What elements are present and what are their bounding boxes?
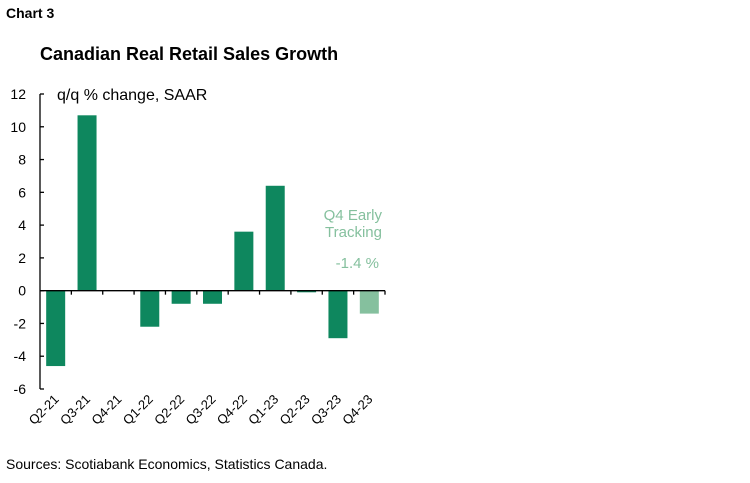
x-tick-label: Q3-23: [308, 392, 344, 428]
y-tick-label: -6: [14, 381, 27, 397]
y-tick-label: 4: [18, 217, 26, 233]
y-tick-label: 12: [10, 86, 26, 102]
x-tick-label: Q2-21: [26, 392, 62, 428]
bar-Q3-23: [328, 290, 348, 339]
x-tick-label: Q4-21: [88, 392, 124, 428]
x-tick-label: Q3-22: [182, 392, 218, 428]
bar-Q1-22: [140, 290, 160, 327]
y-tick-label: 8: [18, 152, 26, 168]
x-tick-label: Q2-22: [151, 392, 187, 428]
x-tick-label: Q4-23: [339, 392, 375, 428]
y-axis-label: q/q % change, SAAR: [57, 87, 207, 104]
bar-Q2-21: [46, 290, 66, 367]
y-tick-label: 2: [18, 250, 26, 266]
y-tick-label: 0: [18, 283, 26, 299]
x-tick-label: Q2-23: [277, 392, 313, 428]
chart-label: Chart 3: [6, 5, 55, 21]
x-tick-label: Q1-22: [120, 392, 156, 428]
source-note: Sources: Scotiabank Economics, Statistic…: [6, 456, 328, 472]
bar-Q3-22: [203, 290, 222, 304]
x-tick-label: Q1-23: [245, 392, 281, 428]
bar-Q3-21: [77, 115, 97, 291]
x-tick-label: Q3-21: [57, 392, 93, 428]
annotation-line2: Tracking: [325, 224, 382, 241]
y-tick-label: -2: [14, 315, 27, 331]
y-tick-label: 10: [10, 119, 26, 135]
bar-Q1-23: [265, 185, 285, 291]
y-tick-label: 6: [18, 184, 26, 200]
bar-Q4-22: [234, 231, 254, 291]
chart-title: Canadian Real Retail Sales Growth: [40, 44, 339, 64]
bar-Q4-23: [359, 290, 379, 314]
bar-Q2-23: [297, 290, 317, 293]
annotation-line1: Q4 Early: [324, 207, 383, 224]
bar-Q2-22: [171, 290, 191, 304]
x-tick-label: Q4-22: [214, 392, 250, 428]
annotation-value: -1.4 %: [336, 255, 379, 272]
y-tick-label: -4: [14, 348, 27, 364]
